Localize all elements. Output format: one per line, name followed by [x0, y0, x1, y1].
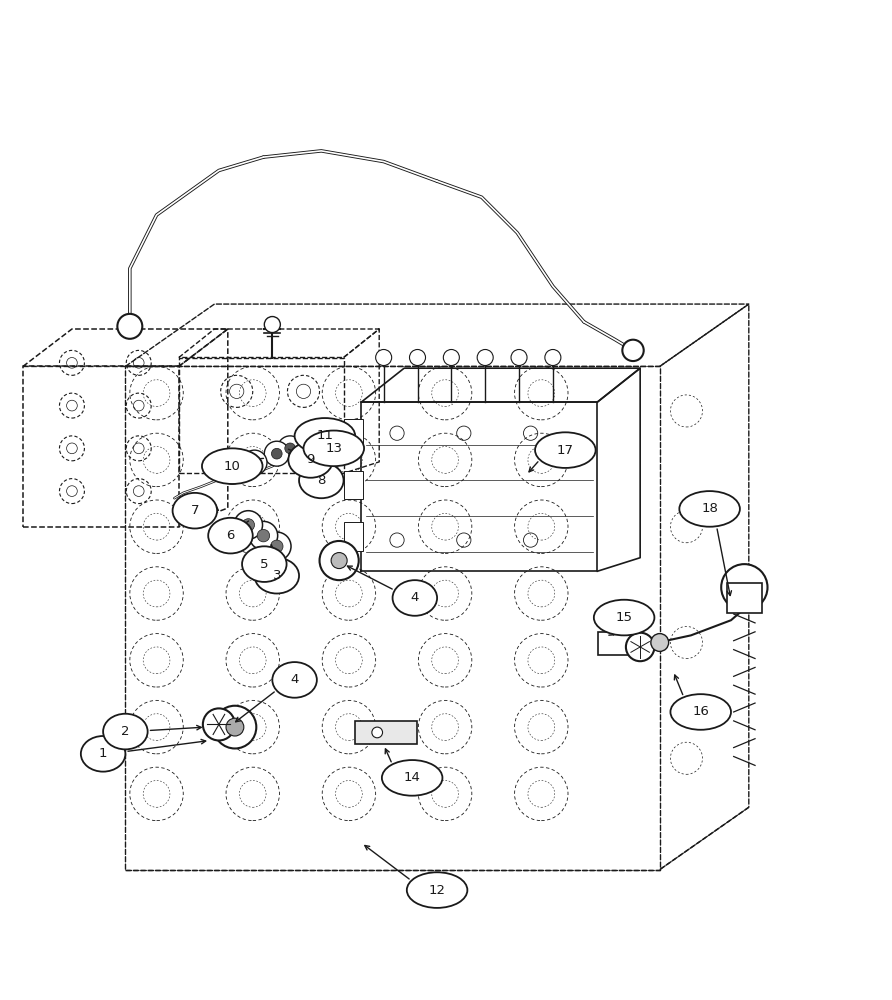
FancyBboxPatch shape	[343, 419, 363, 447]
Circle shape	[262, 532, 291, 561]
Text: 12: 12	[428, 884, 446, 897]
Circle shape	[271, 448, 282, 459]
FancyBboxPatch shape	[727, 583, 762, 613]
Text: 8: 8	[318, 474, 326, 487]
Circle shape	[651, 634, 669, 651]
Ellipse shape	[81, 736, 126, 772]
Circle shape	[623, 340, 644, 361]
Circle shape	[372, 727, 383, 738]
Ellipse shape	[202, 448, 262, 484]
Ellipse shape	[671, 694, 731, 730]
Circle shape	[285, 443, 295, 454]
Text: 11: 11	[317, 429, 334, 442]
Circle shape	[331, 553, 347, 569]
Circle shape	[227, 466, 237, 477]
Ellipse shape	[288, 442, 333, 478]
Circle shape	[257, 529, 269, 542]
Circle shape	[477, 349, 493, 366]
Circle shape	[319, 541, 359, 580]
Ellipse shape	[172, 493, 217, 528]
Ellipse shape	[299, 463, 343, 498]
Circle shape	[722, 564, 767, 610]
Ellipse shape	[303, 431, 364, 466]
Circle shape	[545, 349, 561, 366]
Ellipse shape	[254, 558, 299, 594]
FancyBboxPatch shape	[599, 632, 638, 655]
Circle shape	[234, 511, 262, 539]
Ellipse shape	[242, 546, 286, 582]
Ellipse shape	[382, 760, 442, 796]
Ellipse shape	[272, 662, 317, 698]
Circle shape	[118, 314, 143, 339]
Circle shape	[242, 450, 267, 475]
FancyBboxPatch shape	[355, 721, 417, 744]
Circle shape	[626, 633, 655, 661]
Circle shape	[226, 718, 244, 736]
Circle shape	[277, 436, 302, 461]
Text: 9: 9	[307, 453, 315, 466]
Circle shape	[249, 521, 277, 550]
Ellipse shape	[535, 432, 596, 468]
Text: 6: 6	[227, 529, 235, 542]
Text: 13: 13	[326, 442, 343, 455]
Ellipse shape	[407, 872, 467, 908]
Circle shape	[511, 349, 527, 366]
Circle shape	[242, 519, 254, 531]
Ellipse shape	[680, 491, 739, 527]
Ellipse shape	[594, 600, 655, 635]
Ellipse shape	[294, 418, 355, 454]
Ellipse shape	[208, 518, 252, 553]
Text: 2: 2	[121, 725, 129, 738]
Text: 17: 17	[557, 444, 574, 457]
Circle shape	[202, 708, 235, 740]
FancyBboxPatch shape	[343, 522, 363, 551]
FancyBboxPatch shape	[343, 471, 363, 499]
Circle shape	[270, 540, 283, 553]
Circle shape	[264, 441, 289, 466]
Text: 15: 15	[615, 611, 632, 624]
Circle shape	[409, 349, 425, 366]
Circle shape	[249, 457, 260, 468]
Text: 1: 1	[99, 747, 107, 760]
Circle shape	[219, 459, 244, 484]
Text: 4: 4	[410, 591, 419, 604]
Ellipse shape	[103, 714, 148, 749]
Text: 4: 4	[291, 673, 299, 686]
Text: 18: 18	[701, 502, 718, 515]
Circle shape	[376, 349, 392, 366]
Text: 7: 7	[191, 504, 199, 517]
Ellipse shape	[392, 580, 437, 616]
Circle shape	[443, 349, 459, 366]
Text: 5: 5	[260, 558, 268, 571]
Text: 10: 10	[224, 460, 241, 473]
Circle shape	[213, 706, 256, 748]
Text: 14: 14	[404, 771, 421, 784]
Text: 3: 3	[273, 569, 281, 582]
Text: 16: 16	[692, 705, 709, 718]
Circle shape	[264, 317, 280, 333]
